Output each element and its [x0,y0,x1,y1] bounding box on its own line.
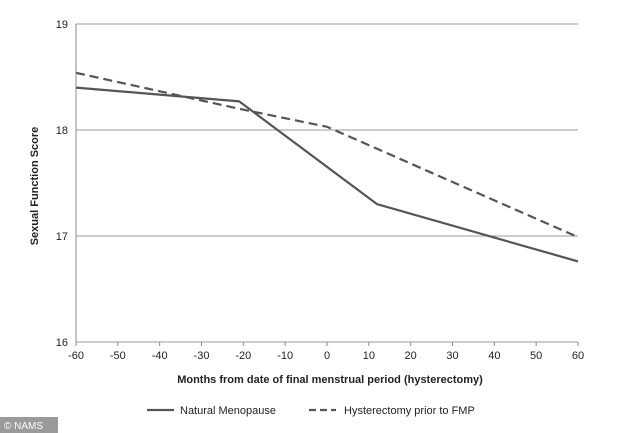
x-tick-label: -50 [110,350,126,362]
x-tick-label: -10 [277,350,293,362]
x-tick-labels: -60 -50 -40 -30 -20 -10 0 10 20 30 40 50 60 [68,350,584,362]
x-tick-label: 50 [530,350,542,362]
axes [75,24,579,346]
watermark-background [0,417,58,433]
legend-label-hysterectomy: Hysterectomy prior to FMP [344,405,475,417]
x-tick-label: 30 [446,350,458,362]
x-tick-label: -60 [68,350,84,362]
watermark-text: © NAMS [4,421,43,432]
y-tick-labels: 16 17 18 19 [56,19,68,349]
x-axis-title: Months from date of final menstrual peri… [177,374,483,386]
series-line-natural-menopause [75,86,579,263]
series-lines [75,71,579,263]
y-tick-label: 17 [56,231,68,243]
x-tick-label: -20 [235,350,251,362]
x-tick-label: 10 [363,350,375,362]
y-axis-title: Sexual Function Score [29,127,41,246]
y-tick-label: 19 [56,19,68,31]
legend-label-natural-menopause: Natural Menopause [180,405,276,417]
y-tick-label: 16 [56,337,68,349]
x-tick-label: 0 [324,350,330,362]
y-tick-label: 18 [56,125,68,137]
gridlines [76,23,578,343]
watermark-badge: © NAMS [0,417,58,433]
x-tick-label: -30 [194,350,210,362]
x-tick-label: 40 [488,350,500,362]
legend: Natural Menopause Hysterectomy prior to … [147,405,475,417]
x-tick-label: -40 [152,350,168,362]
x-tick-label: 20 [405,350,417,362]
x-tick-label: 60 [572,350,584,362]
series-line-hysterectomy [75,71,579,239]
